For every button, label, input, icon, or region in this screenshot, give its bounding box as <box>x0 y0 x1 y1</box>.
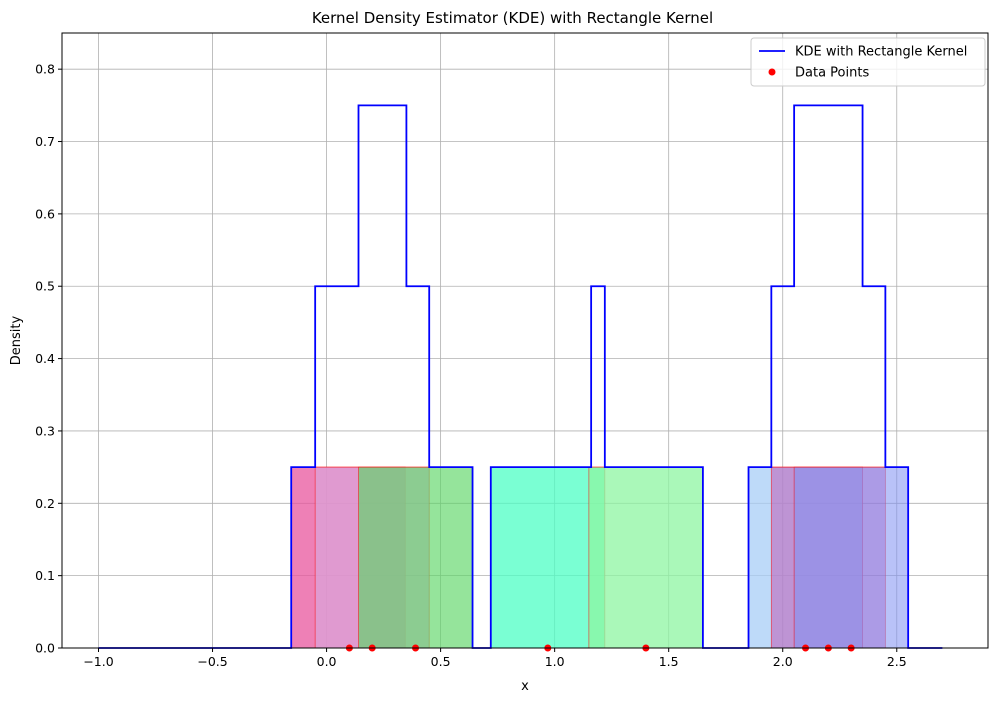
kernel-rect-5 <box>588 466 704 649</box>
kernel-rect-8 <box>793 466 909 649</box>
grid-lines <box>62 33 988 649</box>
kde-line <box>98 104 943 649</box>
y-tick-label: 0.4 <box>35 351 55 366</box>
legend-marker-swatch <box>768 68 776 76</box>
x-tick-label: 1.5 <box>659 654 679 669</box>
y-tick-label: 0.2 <box>35 496 55 511</box>
y-tick-label: 0.5 <box>35 279 55 294</box>
legend-entry-kde: KDE with Rectangle Kernel <box>795 45 967 60</box>
kernel-rectangles <box>290 466 909 649</box>
y-tick-label: 0.6 <box>35 206 55 221</box>
y-tick-label: 0.1 <box>35 568 55 583</box>
x-tick-label: −1.0 <box>83 654 113 669</box>
legend-entry-data-points: Data Points <box>795 66 869 81</box>
y-tick-label: 0.8 <box>35 62 55 77</box>
y-tick-label: 0.7 <box>35 134 55 149</box>
x-tick-label: 1.0 <box>545 654 565 669</box>
x-tick-label: 0.0 <box>317 654 337 669</box>
chart-title: Kernel Density Estimator (KDE) with Rect… <box>312 9 713 27</box>
y-tick-label: 0.3 <box>35 423 55 438</box>
x-tick-label: −0.5 <box>197 654 227 669</box>
legend-box <box>750 37 986 87</box>
plot-frame <box>61 32 989 649</box>
x-axis-ticks: −1.0 −0.5 0.0 0.5 1.0 1.5 2.0 2.5 <box>83 648 907 669</box>
y-tick-label: 0.0 <box>35 641 55 656</box>
x-tick-label: 0.5 <box>431 654 451 669</box>
y-axis-ticks: 0.0 0.1 0.2 0.3 0.4 0.5 0.6 0.7 0.8 <box>35 62 62 656</box>
kernel-rect-3 <box>358 466 473 649</box>
x-axis-label: x <box>521 679 529 694</box>
x-tick-label: 2.0 <box>773 654 793 669</box>
y-axis-label: Density <box>9 315 24 365</box>
x-tick-label: 2.5 <box>887 654 907 669</box>
legend: KDE with Rectangle Kernel Data Points <box>750 37 986 87</box>
kernel-rect-4 <box>490 466 606 649</box>
kde-series <box>98 104 943 649</box>
